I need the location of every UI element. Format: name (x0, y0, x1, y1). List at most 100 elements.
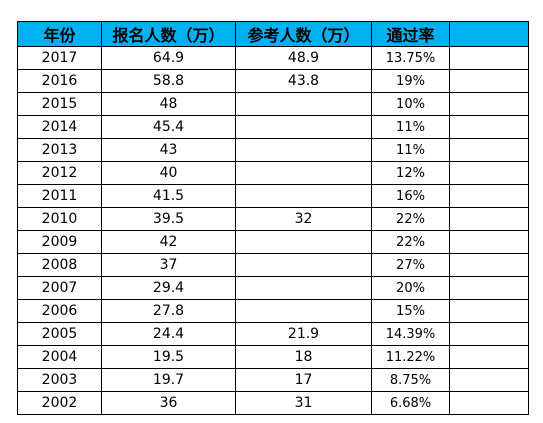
cell-year[interactable]: 2008 (17, 253, 102, 277)
cell-registrants[interactable]: 48 (101, 92, 236, 116)
cell-examinees[interactable] (235, 276, 372, 300)
cell-pass-rate[interactable]: 20% (371, 276, 450, 300)
cell-year[interactable]: 2017 (17, 46, 102, 70)
cell-year[interactable]: 2004 (17, 345, 102, 369)
cell-pass-rate[interactable]: 27% (371, 253, 450, 277)
cell-examinees[interactable]: 43.8 (235, 69, 372, 93)
cell-pass-rate[interactable]: 15% (371, 299, 450, 323)
cell-year[interactable]: 2015 (17, 92, 102, 116)
cell-empty[interactable] (449, 230, 529, 254)
cell-examinees[interactable] (235, 138, 372, 162)
table-row: 2004 19.5 18 11.22% (17, 345, 529, 369)
cell-examinees[interactable]: 31 (235, 391, 372, 415)
cell-registrants[interactable]: 42 (101, 230, 236, 254)
cell-examinees[interactable] (235, 299, 372, 323)
cell-empty[interactable] (449, 115, 529, 139)
cell-examinees[interactable] (235, 230, 372, 254)
cell-registrants[interactable]: 41.5 (101, 184, 236, 208)
cell-empty[interactable] (449, 322, 529, 346)
cell-registrants[interactable]: 45.4 (101, 115, 236, 139)
table-row: 2011 41.5 16% (17, 184, 529, 208)
cell-empty[interactable] (449, 207, 529, 231)
cell-empty[interactable] (449, 253, 529, 277)
cell-examinees[interactable] (235, 184, 372, 208)
cell-empty[interactable] (449, 69, 529, 93)
cell-examinees[interactable]: 17 (235, 368, 372, 392)
cell-year[interactable]: 2011 (17, 184, 102, 208)
cell-registrants[interactable]: 19.5 (101, 345, 236, 369)
table-body: 2017 64.9 48.9 13.75% 2016 58.8 43.8 19% 2015 48 1… (17, 46, 529, 415)
table-row: 2006 27.8 15% (17, 299, 529, 323)
cell-year[interactable]: 2016 (17, 69, 102, 93)
header-registrants[interactable]: 报名人数（万） (101, 21, 236, 47)
cell-year[interactable]: 2002 (17, 391, 102, 415)
cell-empty[interactable] (449, 46, 529, 70)
cell-pass-rate[interactable]: 16% (371, 184, 450, 208)
table-row: 2009 42 22% (17, 230, 529, 254)
cell-examinees[interactable]: 48.9 (235, 46, 372, 70)
cell-year[interactable]: 2006 (17, 299, 102, 323)
cell-pass-rate[interactable]: 14.39% (371, 322, 450, 346)
cell-pass-rate[interactable]: 10% (371, 92, 450, 116)
cell-empty[interactable] (449, 299, 529, 323)
cell-examinees[interactable]: 21.9 (235, 322, 372, 346)
cell-registrants[interactable]: 39.5 (101, 207, 236, 231)
header-year[interactable]: 年份 (17, 21, 102, 47)
table-row: 2012 40 12% (17, 161, 529, 185)
header-examinees[interactable]: 参考人数（万） (235, 21, 372, 47)
cell-registrants[interactable]: 64.9 (101, 46, 236, 70)
cell-registrants[interactable]: 24.4 (101, 322, 236, 346)
table-row: 2008 37 27% (17, 253, 529, 277)
cell-pass-rate[interactable]: 8.75% (371, 368, 450, 392)
cell-pass-rate[interactable]: 12% (371, 161, 450, 185)
header-pass-rate[interactable]: 通过率 (371, 21, 450, 47)
cell-registrants[interactable]: 40 (101, 161, 236, 185)
cell-empty[interactable] (449, 391, 529, 415)
cell-year[interactable]: 2012 (17, 161, 102, 185)
cell-registrants[interactable]: 27.8 (101, 299, 236, 323)
cell-empty[interactable] (449, 161, 529, 185)
cell-registrants[interactable]: 58.8 (101, 69, 236, 93)
table-row: 2005 24.4 21.9 14.39% (17, 322, 529, 346)
cell-year[interactable]: 2013 (17, 138, 102, 162)
cell-pass-rate[interactable]: 11% (371, 115, 450, 139)
cell-registrants[interactable]: 36 (101, 391, 236, 415)
exam-statistics-table: 年份 报名人数（万） 参考人数（万） 通过率 2017 64.9 48.9 13.75… (17, 21, 529, 415)
cell-year[interactable]: 2010 (17, 207, 102, 231)
header-empty[interactable] (449, 21, 529, 47)
cell-year[interactable]: 2014 (17, 115, 102, 139)
cell-pass-rate[interactable]: 11.22% (371, 345, 450, 369)
cell-registrants[interactable]: 29.4 (101, 276, 236, 300)
spreadsheet-area: 年份 报名人数（万） 参考人数（万） 通过率 2017 64.9 48.9 13.75… (17, 21, 529, 415)
table-row: 2016 58.8 43.8 19% (17, 69, 529, 93)
cell-empty[interactable] (449, 345, 529, 369)
cell-registrants[interactable]: 43 (101, 138, 236, 162)
table-row: 2017 64.9 48.9 13.75% (17, 46, 529, 70)
cell-year[interactable]: 2003 (17, 368, 102, 392)
cell-pass-rate[interactable]: 6.68% (371, 391, 450, 415)
cell-pass-rate[interactable]: 19% (371, 69, 450, 93)
cell-pass-rate[interactable]: 11% (371, 138, 450, 162)
cell-pass-rate[interactable]: 22% (371, 207, 450, 231)
cell-examinees[interactable] (235, 115, 372, 139)
cell-pass-rate[interactable]: 22% (371, 230, 450, 254)
cell-empty[interactable] (449, 138, 529, 162)
cell-empty[interactable] (449, 276, 529, 300)
table-row: 2013 43 11% (17, 138, 529, 162)
cell-year[interactable]: 2009 (17, 230, 102, 254)
cell-year[interactable]: 2005 (17, 322, 102, 346)
cell-examinees[interactable]: 18 (235, 345, 372, 369)
cell-empty[interactable] (449, 92, 529, 116)
cell-examinees[interactable] (235, 161, 372, 185)
cell-registrants[interactable]: 19.7 (101, 368, 236, 392)
cell-empty[interactable] (449, 184, 529, 208)
cell-year[interactable]: 2007 (17, 276, 102, 300)
table-row: 2014 45.4 11% (17, 115, 529, 139)
cell-pass-rate[interactable]: 13.75% (371, 46, 450, 70)
table-row: 2002 36 31 6.68% (17, 391, 529, 415)
cell-examinees[interactable] (235, 253, 372, 277)
cell-registrants[interactable]: 37 (101, 253, 236, 277)
cell-empty[interactable] (449, 368, 529, 392)
cell-examinees[interactable] (235, 92, 372, 116)
cell-examinees[interactable]: 32 (235, 207, 372, 231)
